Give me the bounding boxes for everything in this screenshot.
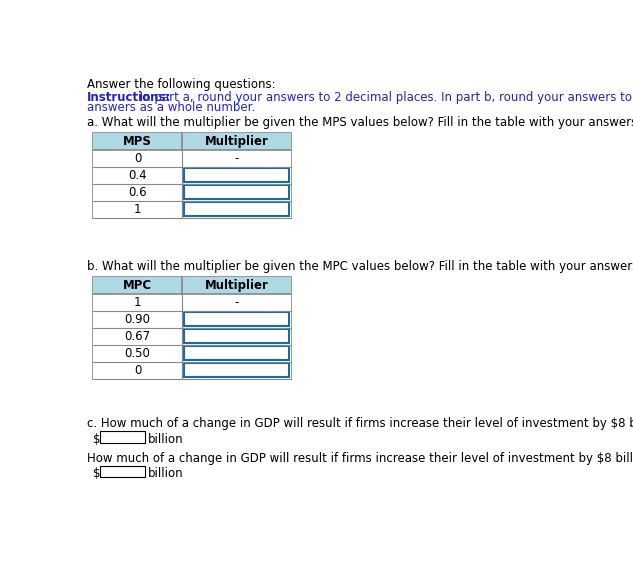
Text: $: $ — [93, 433, 101, 446]
Bar — [184, 329, 289, 343]
Text: answers as a whole number.: answers as a whole number. — [87, 101, 255, 114]
Text: In part a, round your answers to 2 decimal places. In part b, round your answers: In part a, round your answers to 2 decim… — [137, 91, 633, 104]
Text: MPC: MPC — [123, 279, 152, 292]
Bar — [93, 184, 182, 201]
Text: billion: billion — [148, 467, 184, 481]
Text: 0: 0 — [134, 152, 141, 165]
Text: 0.4: 0.4 — [128, 169, 147, 182]
Text: 0.90: 0.90 — [125, 313, 151, 326]
Text: a. What will the multiplier be given the MPS values below? Fill in the table wit: a. What will the multiplier be given the… — [87, 116, 633, 129]
Text: 1: 1 — [134, 296, 141, 309]
Bar — [182, 167, 291, 184]
Text: -: - — [234, 296, 239, 309]
Bar — [184, 169, 289, 182]
Text: $: $ — [93, 467, 101, 481]
Text: billion: billion — [148, 433, 184, 446]
Bar — [100, 466, 145, 477]
Text: b. What will the multiplier be given the MPC values below? Fill in the table wit: b. What will the multiplier be given the… — [87, 260, 633, 273]
Text: 1: 1 — [134, 203, 141, 216]
Text: Multiplier: Multiplier — [204, 279, 268, 292]
Bar — [182, 150, 291, 167]
Bar — [182, 328, 291, 345]
Bar — [182, 345, 291, 362]
Text: 0.50: 0.50 — [125, 347, 151, 360]
Bar — [93, 328, 182, 345]
Bar — [93, 167, 182, 184]
Bar — [93, 277, 291, 378]
Bar — [184, 363, 289, 377]
Bar — [93, 201, 182, 218]
Bar — [93, 150, 182, 167]
Text: How much of a change in GDP will result if firms increase their level of investm: How much of a change in GDP will result … — [87, 452, 633, 465]
Text: 0.67: 0.67 — [125, 330, 151, 343]
Bar — [93, 133, 291, 150]
Bar — [182, 294, 291, 311]
Bar — [93, 311, 182, 328]
Bar — [182, 184, 291, 201]
Bar — [93, 133, 291, 218]
Text: Multiplier: Multiplier — [204, 135, 268, 148]
Text: c. How much of a change in GDP will result if firms increase their level of inve: c. How much of a change in GDP will resu… — [87, 417, 633, 430]
Text: Instructions:: Instructions: — [87, 91, 172, 104]
Bar — [182, 311, 291, 328]
Text: 0.6: 0.6 — [128, 186, 147, 199]
Bar — [182, 201, 291, 218]
Text: -: - — [234, 152, 239, 165]
Bar — [93, 362, 182, 378]
Bar — [184, 185, 289, 199]
Bar — [184, 312, 289, 327]
Text: Answer the following questions:: Answer the following questions: — [87, 79, 275, 91]
Text: MPS: MPS — [123, 135, 152, 148]
Text: 0: 0 — [134, 364, 141, 377]
Bar — [100, 431, 145, 443]
Bar — [93, 345, 182, 362]
Bar — [93, 294, 182, 311]
Bar — [93, 277, 291, 294]
Bar — [182, 362, 291, 378]
Bar — [184, 202, 289, 216]
Bar — [184, 347, 289, 360]
